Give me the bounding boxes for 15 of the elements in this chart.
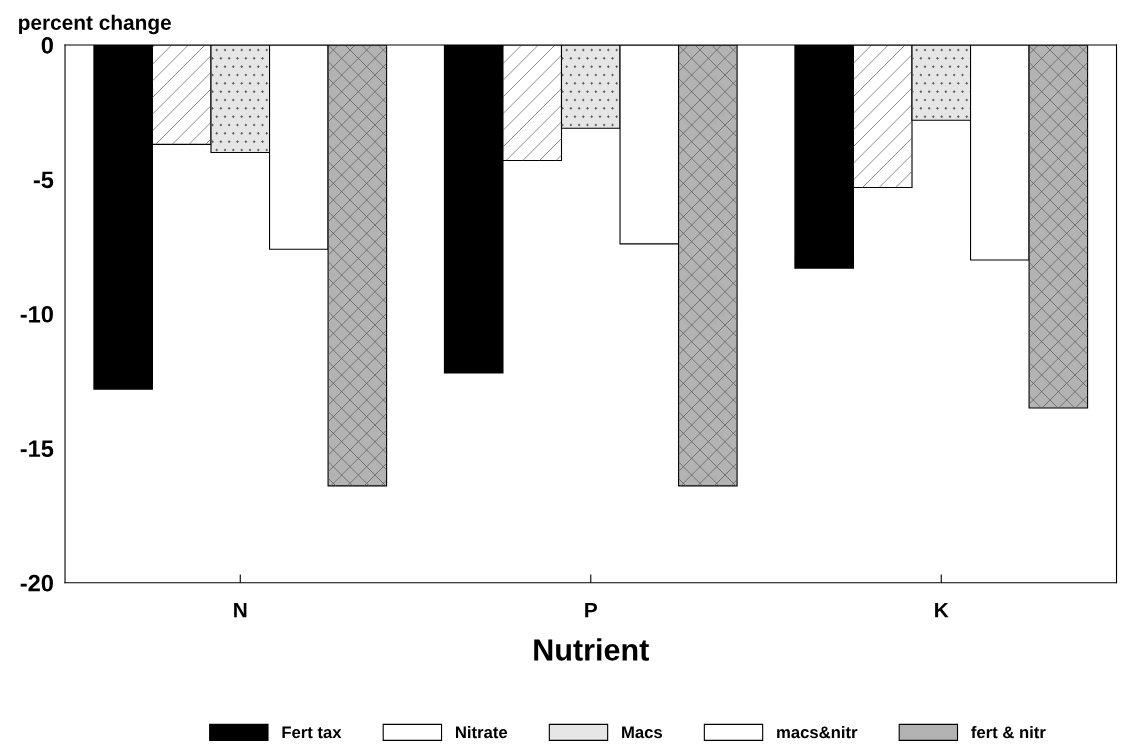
legend-label: Nitrate <box>455 725 508 739</box>
y-tick-label: -10 <box>20 305 53 323</box>
y-axis-title: percent change <box>19 14 171 35</box>
legend-label: Fert tax <box>282 726 342 739</box>
x-tick-label: N <box>234 602 247 618</box>
legend-label: fert & nitr <box>971 725 1046 739</box>
x-tick-label: K <box>935 602 949 618</box>
y-tick-label: -15 <box>20 440 54 458</box>
legend-label: macs&nitr <box>777 725 858 739</box>
legend-label: Macs <box>622 726 662 739</box>
x-tick-label: P <box>585 602 597 618</box>
x-axis-title: Nutrient <box>534 638 649 661</box>
y-tick-label: 0 <box>41 37 53 54</box>
y-tick-label: -20 <box>20 574 53 592</box>
y-tick-label: -5 <box>33 171 54 189</box>
